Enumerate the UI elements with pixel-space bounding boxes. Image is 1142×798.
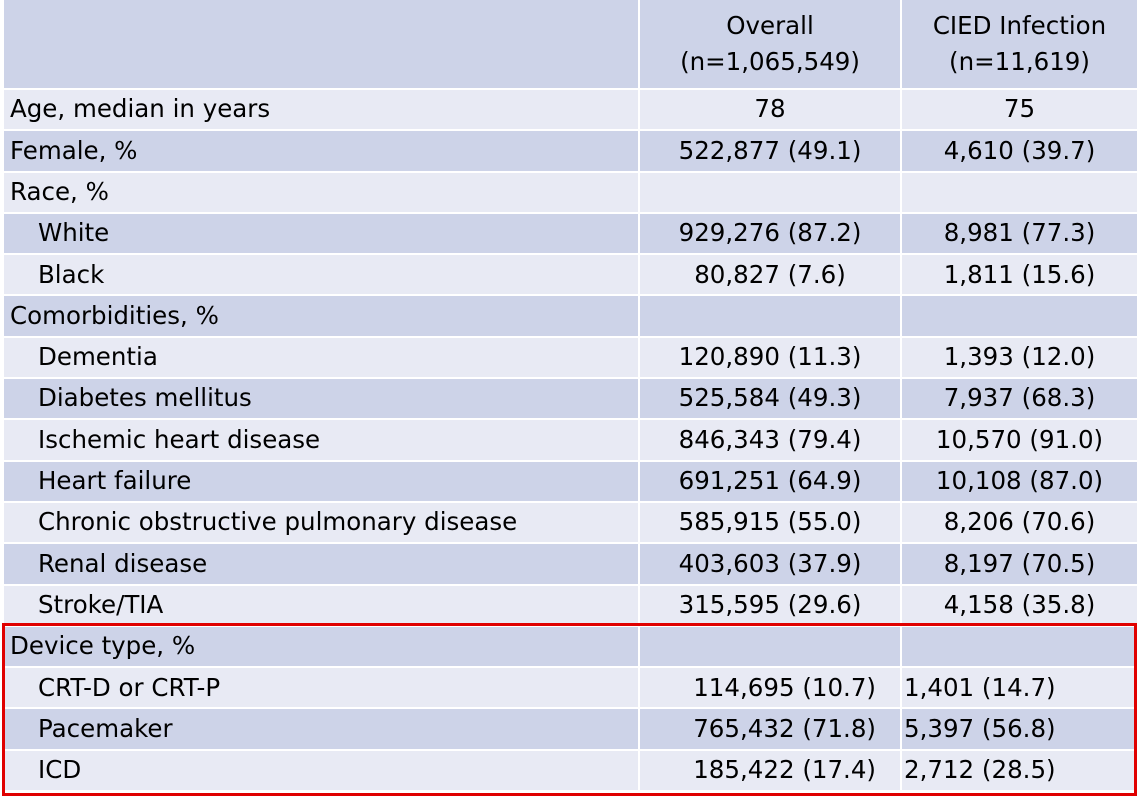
cied-value: 1,401 (14.7) — [901, 667, 1139, 710]
table-row: Stroke/TIA 315,595 (29.6) 4,158 (35.8) — [4, 584, 1139, 627]
row-label: Stroke/TIA — [4, 584, 640, 627]
header-cied-title: CIED Infection — [932, 11, 1107, 40]
table-row: Device type, % — [4, 625, 1139, 669]
header-overall-n: (n=1,065,549) — [680, 47, 860, 76]
overall-value — [639, 625, 902, 669]
table-row: ICD 185,422 (17.4) 2,712 (28.5) — [4, 749, 1139, 793]
overall-value: 691,251 (64.9) — [639, 460, 902, 503]
overall-value: 315,595 (29.6) — [639, 584, 902, 627]
cied-value — [901, 295, 1139, 338]
row-label: ICD — [4, 749, 640, 793]
cied-value: 1,393 (12.0) — [901, 336, 1139, 380]
cied-value: 10,570 (91.0) — [901, 419, 1139, 462]
cied-value: 8,206 (70.6) — [901, 501, 1139, 545]
overall-value — [639, 295, 902, 338]
table-row: Renal disease 403,603 (37.9) 8,197 (70.5… — [4, 543, 1139, 586]
row-label: CRT-D or CRT-P — [4, 667, 640, 710]
cied-value: 5,397 (56.8) — [901, 708, 1139, 751]
table-row: Dementia 120,890 (11.3) 1,393 (12.0) — [4, 336, 1139, 380]
overall-value: 525,584 (49.3) — [639, 378, 902, 421]
overall-value — [639, 171, 902, 214]
table-row: Ischemic heart disease 846,343 (79.4) 10… — [4, 419, 1139, 462]
cied-value: 10,108 (87.0) — [901, 460, 1139, 503]
row-label: Ischemic heart disease — [4, 419, 640, 462]
row-label: Chronic obstructive pulmonary disease — [4, 501, 640, 545]
table-row: Female, % 522,877 (49.1) 4,610 (39.7) — [4, 130, 1139, 173]
table-row: CRT-D or CRT-P 114,695 (10.7) 1,401 (14.… — [4, 667, 1139, 710]
overall-value: 114,695 (10.7) — [639, 667, 902, 710]
cied-value: 75 — [901, 89, 1139, 132]
header-cied-n: (n=11,619) — [949, 47, 1090, 76]
row-label: White — [4, 212, 640, 256]
row-label: Diabetes mellitus — [4, 378, 640, 421]
cied-value: 8,197 (70.5) — [901, 543, 1139, 586]
row-label: Race, % — [4, 171, 640, 214]
cied-value — [901, 171, 1139, 214]
cied-value: 8,981 (77.3) — [901, 212, 1139, 256]
cied-value: 4,610 (39.7) — [901, 130, 1139, 173]
row-label: Renal disease — [4, 543, 640, 586]
header-label-cell — [4, 0, 640, 90]
overall-value: 403,603 (37.9) — [639, 543, 902, 586]
table-row: Comorbidities, % — [4, 295, 1139, 338]
overall-value: 185,422 (17.4) — [639, 749, 902, 793]
overall-value: 765,432 (71.8) — [639, 708, 902, 751]
row-label: Black — [4, 254, 640, 297]
row-label: Dementia — [4, 336, 640, 380]
cied-value — [901, 625, 1139, 669]
overall-value: 846,343 (79.4) — [639, 419, 902, 462]
table-row: Diabetes mellitus 525,584 (49.3) 7,937 (… — [4, 378, 1139, 421]
row-label: Pacemaker — [4, 708, 640, 751]
table-row: Race, % — [4, 171, 1139, 214]
table-row: Pacemaker 765,432 (71.8) 5,397 (56.8) — [4, 708, 1139, 751]
row-label: Heart failure — [4, 460, 640, 503]
table-row: Chronic obstructive pulmonary disease 58… — [4, 501, 1139, 545]
overall-value: 929,276 (87.2) — [639, 212, 902, 256]
cied-value: 2,712 (28.5) — [901, 749, 1139, 793]
cied-value: 7,937 (68.3) — [901, 378, 1139, 421]
header-cied: CIED Infection (n=11,619) — [901, 0, 1139, 90]
overall-value: 80,827 (7.6) — [639, 254, 902, 297]
baseline-characteristics-table: Overall (n=1,065,549) CIED Infection (n=… — [4, 0, 1139, 793]
row-label: Device type, % — [4, 625, 640, 669]
overall-value: 120,890 (11.3) — [639, 336, 902, 380]
row-label: Age, median in years — [4, 89, 640, 132]
overall-value: 78 — [639, 89, 902, 132]
header-overall: Overall (n=1,065,549) — [639, 0, 902, 90]
table-row: Age, median in years 78 75 — [4, 89, 1139, 132]
cied-value: 1,811 (15.6) — [901, 254, 1139, 297]
cied-value: 4,158 (35.8) — [901, 584, 1139, 627]
table-header-row: Overall (n=1,065,549) CIED Infection (n=… — [4, 0, 1139, 90]
header-overall-title: Overall — [726, 11, 814, 40]
overall-value: 522,877 (49.1) — [639, 130, 902, 173]
overall-value: 585,915 (55.0) — [639, 501, 902, 545]
table-row: White 929,276 (87.2) 8,981 (77.3) — [4, 212, 1139, 256]
table-row: Heart failure 691,251 (64.9) 10,108 (87.… — [4, 460, 1139, 503]
table-row: Black 80,827 (7.6) 1,811 (15.6) — [4, 254, 1139, 297]
row-label: Female, % — [4, 130, 640, 173]
row-label: Comorbidities, % — [4, 295, 640, 338]
